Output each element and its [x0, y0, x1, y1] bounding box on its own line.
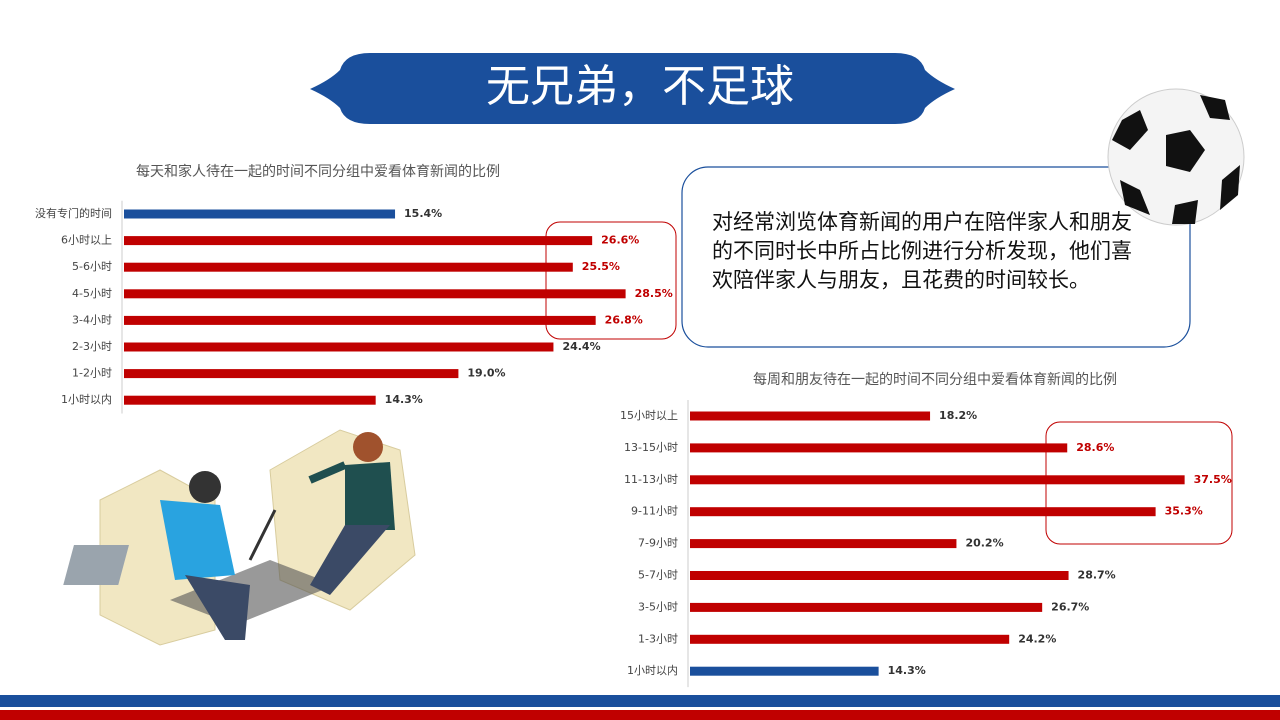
category-label: 4-5小时 — [72, 287, 112, 300]
category-label: 3-5小时 — [638, 600, 678, 613]
value-label: 26.6% — [601, 234, 639, 247]
bar — [690, 475, 1185, 485]
category-label: 没有专门的时间 — [35, 206, 112, 220]
bar — [690, 411, 931, 421]
bar — [124, 395, 376, 405]
value-label: 24.4% — [562, 340, 600, 353]
slide-title: 无兄弟，不足球 — [486, 61, 794, 112]
value-label: 28.6% — [1076, 441, 1114, 454]
value-label: 26.8% — [605, 313, 643, 326]
category-label: 6小时以上 — [61, 234, 112, 247]
bar — [690, 539, 957, 549]
category-label: 2-3小时 — [72, 340, 112, 353]
footer-stripe — [0, 710, 1280, 720]
description: 对经常浏览体育新闻的用户在陪伴家人和朋友的不同时长中所占比例进行分析发现，他们喜… — [712, 210, 1132, 292]
category-label: 9-11小时 — [631, 505, 678, 518]
category-label: 11-13小时 — [624, 473, 678, 486]
bar — [690, 602, 1043, 612]
bar — [124, 342, 554, 352]
highlight-box — [545, 221, 677, 340]
bar — [124, 289, 626, 299]
category-label: 3-4小时 — [72, 313, 112, 326]
bar — [690, 634, 1010, 644]
chart-title: 每天和家人待在一起的时间不同分组中爱看体育新闻的比例 — [136, 163, 500, 180]
value-label: 35.3% — [1165, 505, 1203, 518]
value-label: 15.4% — [404, 207, 442, 220]
chart-title: 每周和朋友待在一起的时间不同分组中爱看体育新闻的比例 — [753, 372, 1117, 388]
category-label: 7-9小时 — [638, 537, 678, 550]
bar — [124, 369, 459, 379]
category-label: 1-2小时 — [72, 367, 112, 380]
soccer-ball — [1107, 88, 1245, 226]
bar — [690, 571, 1069, 580]
category-label: 5-6小时 — [72, 260, 112, 273]
category-label: 15小时以上 — [620, 409, 678, 422]
value-label: 14.3% — [888, 664, 926, 677]
footer-stripe — [0, 695, 1280, 707]
category-label: 1小时以内 — [627, 663, 678, 677]
value-label: 26.7% — [1051, 600, 1089, 613]
category-label: 13-15小时 — [624, 441, 678, 454]
value-label: 28.5% — [635, 287, 673, 300]
bar — [690, 443, 1068, 453]
bar — [124, 315, 596, 325]
value-label: 37.5% — [1194, 473, 1232, 486]
value-label: 14.3% — [385, 393, 423, 406]
category-label: 5-7小时 — [638, 569, 678, 582]
bar — [124, 262, 573, 272]
value-label: 19.0% — [467, 367, 505, 380]
value-label: 18.2% — [939, 409, 977, 422]
bar — [124, 236, 593, 246]
bar — [124, 209, 396, 219]
category-label: 1-3小时 — [638, 632, 678, 645]
title-banner — [310, 53, 955, 124]
illustration — [63, 429, 416, 646]
value-label: 28.7% — [1078, 569, 1116, 582]
bar — [690, 666, 879, 676]
description-box — [681, 166, 1191, 348]
category-label: 1小时以内 — [61, 392, 112, 406]
bar — [690, 507, 1156, 517]
value-label: 20.2% — [965, 537, 1003, 550]
value-label: 24.2% — [1018, 632, 1056, 645]
value-label: 25.5% — [582, 260, 620, 273]
